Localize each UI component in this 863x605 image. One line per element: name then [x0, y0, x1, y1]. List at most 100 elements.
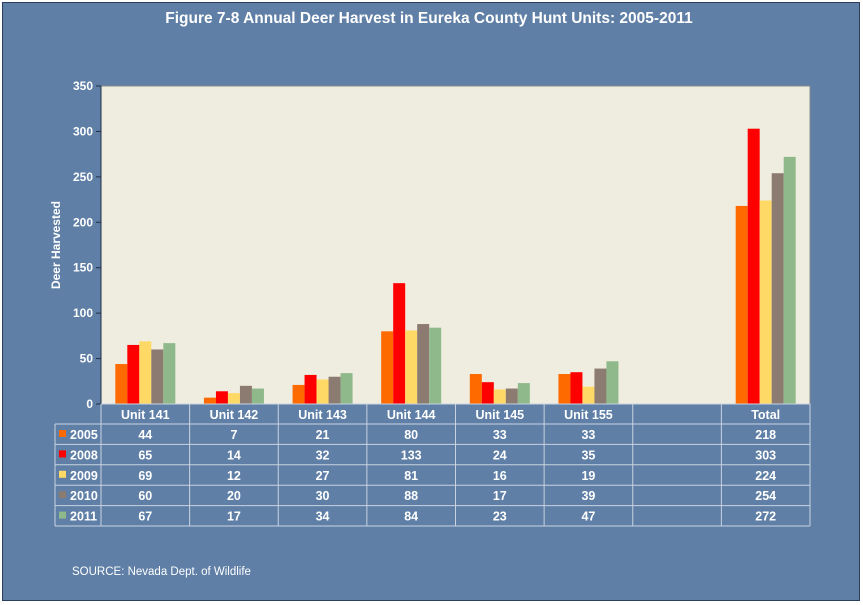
bar: [481, 382, 494, 404]
legend-key: [59, 450, 66, 458]
data-label: 69: [138, 469, 152, 483]
data-label: 23: [493, 510, 507, 524]
data-label: 17: [493, 489, 507, 503]
legend-label: 2005: [70, 428, 98, 442]
data-label: 133: [401, 448, 422, 462]
bar: [405, 330, 418, 404]
bar: [594, 368, 607, 404]
data-label: 44: [138, 428, 152, 442]
data-label: 34: [316, 510, 330, 524]
data-label: 21: [316, 428, 330, 442]
data-label: 88: [404, 489, 418, 503]
legend-label: 2008: [70, 448, 98, 462]
data-label: 67: [138, 510, 152, 524]
bar: [783, 156, 796, 404]
data-label: 33: [581, 428, 595, 442]
data-label: 218: [755, 428, 776, 442]
data-label: 81: [404, 469, 418, 483]
bar: [469, 374, 482, 404]
bar: [239, 385, 252, 404]
table-header-cell: Unit 142: [210, 408, 259, 422]
data-label: 14: [227, 448, 241, 462]
bar: [771, 173, 784, 404]
bar: [747, 128, 760, 404]
data-label: 12: [227, 469, 241, 483]
data-label: 32: [316, 448, 330, 462]
y-tick-label: 300: [73, 124, 93, 138]
data-label: 7: [230, 428, 237, 442]
legend-key: [59, 430, 66, 437]
source-note: SOURCE: Nevada Dept. of Wildlife: [72, 566, 251, 578]
y-tick-label: 250: [73, 170, 93, 184]
bar: [203, 397, 216, 404]
table-header-cell: Unit 145: [475, 408, 524, 422]
table-header-cell: Unit 155: [564, 408, 613, 422]
bar: [215, 391, 228, 404]
data-label: 20: [227, 489, 241, 503]
data-label: 84: [404, 510, 418, 524]
legend-label: 2009: [70, 469, 98, 483]
table-header-cell: Unit 141: [121, 408, 170, 422]
data-label: 39: [581, 489, 595, 503]
data-label: 47: [581, 510, 595, 524]
data-label: 24: [493, 448, 507, 462]
data-label: 224: [755, 469, 776, 483]
data-label: 16: [493, 469, 507, 483]
bar: [227, 393, 240, 404]
legend-key: [59, 491, 66, 499]
data-label: 303: [755, 448, 776, 462]
bar: [316, 379, 329, 404]
bar: [115, 364, 128, 404]
data-label: 35: [581, 448, 595, 462]
y-tick-label: 0: [86, 397, 93, 411]
bar: [505, 388, 518, 404]
bar: [139, 341, 152, 404]
chart-title: Figure 7-8 Annual Deer Harvest in Eureka…: [165, 10, 693, 27]
y-tick-label: 200: [73, 215, 93, 229]
data-label: 60: [138, 489, 152, 503]
plot-area: [100, 85, 811, 405]
data-label: 17: [227, 510, 241, 524]
y-tick-label: 50: [80, 352, 94, 366]
bar: [127, 344, 140, 404]
legend-key: [59, 470, 66, 478]
bar: [735, 205, 748, 404]
bar: [570, 372, 583, 404]
table-header-cell: Unit 144: [387, 408, 436, 422]
bar: [163, 343, 176, 404]
bar: [493, 389, 506, 404]
bar: [606, 361, 619, 404]
data-label: 27: [316, 469, 330, 483]
bar: [151, 349, 164, 404]
bar: [759, 200, 772, 404]
bar: [292, 384, 305, 404]
bar: [328, 376, 341, 404]
bar: [381, 331, 394, 404]
legend-key: [59, 511, 66, 519]
table-header-cell: Total: [751, 408, 780, 422]
bar: [558, 374, 571, 404]
table-header-cell: Unit 143: [298, 408, 347, 422]
data-label: 30: [316, 489, 330, 503]
legend-label: 2010: [70, 489, 98, 503]
bar: [417, 324, 430, 404]
y-tick-label: 150: [73, 261, 93, 275]
data-label: 254: [755, 489, 776, 503]
data-label: 272: [755, 510, 776, 524]
data-label: 65: [138, 448, 152, 462]
bar: [429, 327, 442, 404]
data-label: 80: [404, 428, 418, 442]
bar: [393, 283, 406, 404]
legend-label: 2011: [70, 510, 97, 524]
bar: [582, 386, 595, 404]
bar: [517, 383, 530, 404]
data-label: 33: [493, 428, 507, 442]
data-label: 19: [581, 469, 595, 483]
bar: [340, 373, 353, 404]
y-tick-label: 350: [73, 79, 93, 93]
y-axis-label: Deer Harvested: [49, 201, 63, 289]
bar: [304, 374, 317, 404]
y-tick-label: 100: [73, 306, 93, 320]
bar: [251, 388, 264, 404]
